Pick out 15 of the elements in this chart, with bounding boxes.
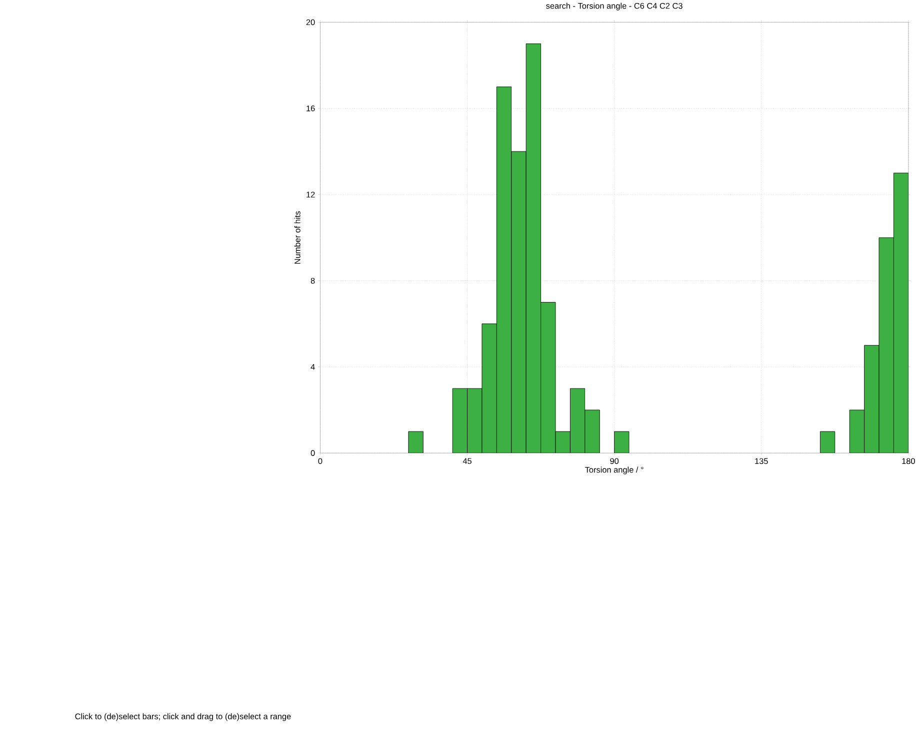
y-tick-label: 16 (306, 106, 315, 112)
y-tick-label: 0 (310, 450, 315, 456)
text: Click to (de)select bars; click and drag to (de)select a range (75, 713, 291, 722)
x-tick-label: 0 (318, 458, 322, 464)
x-tick-label: 180 (902, 458, 915, 464)
x-tick-label: 135 (755, 458, 768, 464)
x-tick-label: 45 (462, 458, 472, 464)
y-tick-label: 8 (310, 278, 315, 284)
x-tick-label: 90 (610, 458, 619, 464)
y-axis-title: Number of hits (294, 211, 300, 264)
chart-title: search - Torsion angle - C6 C4 C2 C3 (546, 2, 682, 11)
y-tick-label: 4 (310, 364, 315, 370)
y-tick-label: 20 (306, 20, 315, 26)
y-tick-label: 12 (306, 192, 315, 198)
x-axis-title: Torsion angle / ° (585, 466, 644, 474)
